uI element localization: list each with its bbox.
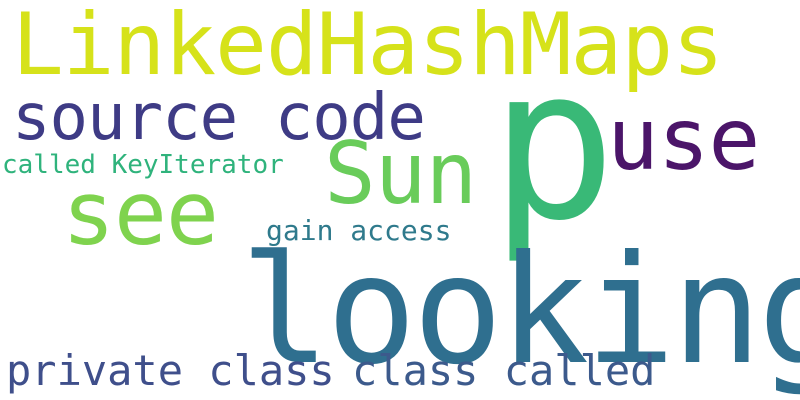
word-private-class: private class: [6, 346, 335, 395]
word-class-called: class called: [352, 346, 656, 395]
word-linkedhashmaps: LinkedHashMaps: [12, 0, 724, 95]
word-source-code: source code: [12, 81, 426, 155]
word-use: use: [607, 90, 760, 190]
word-p: p: [490, 22, 616, 267]
word-looking: looking: [240, 224, 800, 398]
word-sun: Sun: [324, 124, 477, 224]
word-gain-access: gain access: [266, 214, 452, 247]
word-see: see: [62, 162, 219, 265]
word-called-keyiterator: called KeyIterator: [2, 150, 284, 180]
